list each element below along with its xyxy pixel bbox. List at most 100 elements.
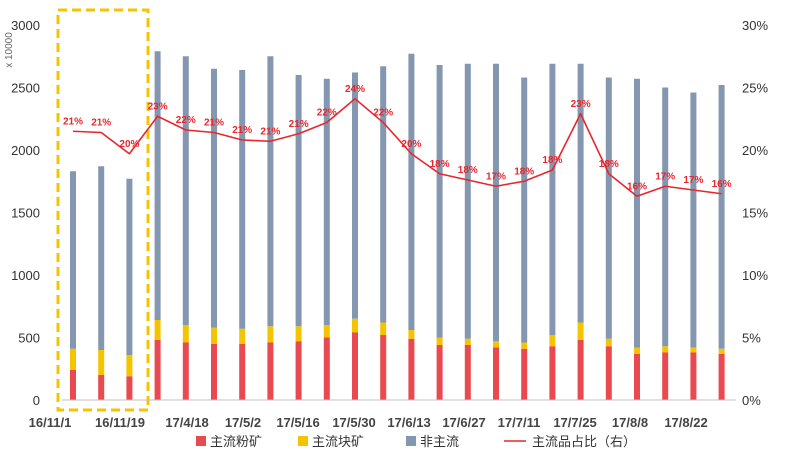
y-right-tick-label: 20% bbox=[742, 143, 768, 158]
bar-other bbox=[70, 171, 76, 349]
bar-fines bbox=[605, 346, 612, 400]
bar-lump bbox=[295, 326, 302, 342]
bar-fines bbox=[126, 376, 133, 400]
y-left-tick-label: 1500 bbox=[11, 206, 40, 221]
bar-other bbox=[464, 63, 471, 339]
bar-fines bbox=[70, 370, 76, 400]
ratio-data-label: 21% bbox=[289, 119, 309, 130]
legend-label: 主流粉矿 bbox=[210, 434, 262, 449]
y-left-tick-label: 1000 bbox=[11, 268, 40, 283]
bar-lump bbox=[154, 320, 161, 340]
ratio-data-label: 18% bbox=[599, 159, 619, 170]
legend-label: 主流品占比（右） bbox=[532, 434, 636, 449]
y-right-tick-label: 30% bbox=[742, 18, 768, 33]
ratio-data-label: 17% bbox=[486, 171, 506, 182]
bar-fines bbox=[211, 343, 217, 400]
bar-lump bbox=[98, 350, 105, 375]
bar-lump bbox=[521, 342, 528, 349]
x-tick-label: 17/4/18 bbox=[165, 415, 208, 430]
bar-fines bbox=[493, 347, 499, 400]
bar-lump bbox=[634, 347, 640, 354]
bar-lump bbox=[323, 325, 330, 338]
bar-fines bbox=[464, 345, 471, 400]
y-right-tick-label: 5% bbox=[742, 331, 761, 346]
ratio-data-label: 23% bbox=[148, 101, 168, 112]
ratio-data-label: 22% bbox=[317, 108, 337, 119]
legend-swatch bbox=[196, 436, 206, 446]
legend-swatch bbox=[406, 436, 416, 446]
bar-lump bbox=[182, 325, 189, 343]
y-left-tick-label: 2000 bbox=[11, 143, 40, 158]
bar-other bbox=[718, 85, 725, 349]
x-tick-label: 16/11/1 bbox=[29, 415, 72, 430]
ratio-data-label: 21% bbox=[204, 118, 224, 129]
y-right-tick-label: 10% bbox=[742, 268, 768, 283]
bar-other bbox=[126, 178, 133, 355]
ratio-data-label: 16% bbox=[627, 181, 647, 192]
ratio-data-label: 18% bbox=[514, 166, 534, 177]
ratio-data-label: 22% bbox=[373, 108, 393, 119]
bar-other bbox=[493, 63, 499, 342]
highlight-box-layer bbox=[56, 8, 150, 412]
bar-other bbox=[182, 56, 189, 325]
bar-other bbox=[239, 70, 246, 329]
x-tick-label: 17/5/2 bbox=[225, 415, 261, 430]
bar-lump bbox=[126, 355, 133, 377]
ratio-data-label: 18% bbox=[430, 159, 450, 170]
bar-fines bbox=[154, 340, 161, 400]
x-tick-label: 17/6/27 bbox=[442, 415, 485, 430]
ratio-data-label: 20% bbox=[401, 139, 421, 150]
bar-other bbox=[549, 63, 556, 335]
ratio-data-label: 20% bbox=[119, 139, 139, 150]
bar-other bbox=[690, 92, 697, 348]
legend-swatch bbox=[298, 436, 308, 446]
bar-lump bbox=[662, 346, 669, 353]
bars-layer bbox=[70, 51, 725, 400]
bar-fines bbox=[634, 353, 640, 400]
bar-lump bbox=[211, 327, 217, 344]
data-labels-layer: 21% 21% 20% 23% 22% 21% 21% 21% 21% 22% 24% 22% 20% 1… bbox=[63, 84, 732, 193]
bar-lump bbox=[690, 347, 697, 353]
bar-other bbox=[380, 66, 387, 323]
bar-other bbox=[408, 53, 415, 330]
bar-lump bbox=[352, 318, 358, 333]
y-left-tick-label: 3000 bbox=[11, 18, 40, 33]
legend-label: 非主流 bbox=[420, 434, 459, 449]
ratio-data-label: 22% bbox=[176, 115, 196, 126]
ratio-data-label: 24% bbox=[345, 84, 365, 95]
x-tick-label: 17/5/16 bbox=[276, 415, 319, 430]
bar-fines bbox=[662, 352, 669, 400]
bar-lump bbox=[605, 338, 612, 347]
bar-lump bbox=[718, 348, 725, 354]
bar-lump bbox=[267, 326, 274, 343]
bar-fines bbox=[323, 337, 330, 400]
x-tick-label: 17/5/30 bbox=[332, 415, 375, 430]
ratio-data-label: 17% bbox=[683, 175, 703, 186]
y-right-tick-label: 0% bbox=[742, 393, 761, 408]
legend-layer: 主流粉矿 主流块矿 非主流 主流品占比（右） bbox=[196, 434, 636, 449]
bar-other bbox=[634, 78, 640, 348]
ratio-data-label: 21% bbox=[63, 116, 83, 127]
bar-lump bbox=[408, 330, 415, 339]
bar-fines bbox=[521, 348, 528, 400]
bar-fines bbox=[239, 343, 246, 400]
y-right-tick-label: 25% bbox=[742, 81, 768, 96]
bar-fines bbox=[408, 338, 415, 400]
bar-other bbox=[577, 63, 584, 323]
bar-fines bbox=[267, 342, 274, 400]
bar-lump bbox=[380, 322, 387, 335]
ratio-data-label: 18% bbox=[458, 165, 478, 176]
bar-fines bbox=[98, 375, 105, 400]
bar-fines bbox=[577, 340, 584, 400]
bar-lump bbox=[239, 328, 246, 344]
bar-other bbox=[267, 56, 274, 327]
x-tick-label: 17/8/22 bbox=[664, 415, 707, 430]
ratio-data-label: 21% bbox=[260, 126, 280, 137]
ratio-data-label: 21% bbox=[91, 118, 111, 129]
bar-other bbox=[521, 77, 528, 343]
x-tick-label: 17/7/25 bbox=[553, 415, 596, 430]
y-left-unit-label: x 10000 bbox=[4, 32, 15, 68]
bar-fines bbox=[182, 342, 189, 400]
